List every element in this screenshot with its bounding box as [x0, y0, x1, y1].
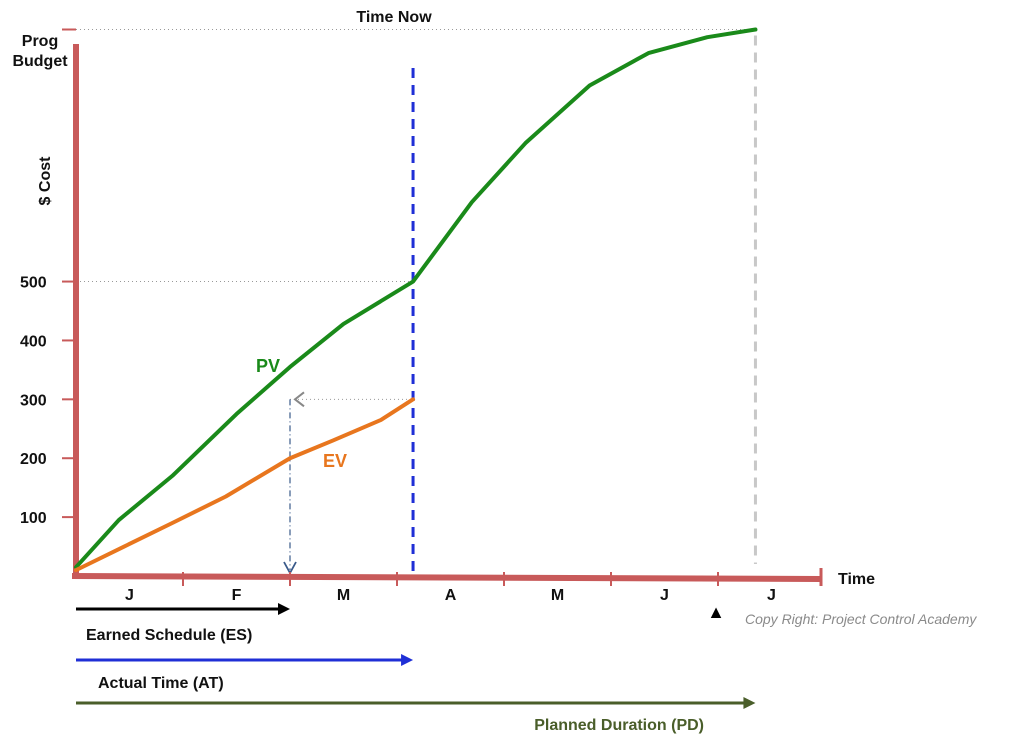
arrow-label-2: Planned Duration (PD) — [534, 717, 704, 734]
y-tick-label-300: 300 — [20, 392, 47, 409]
chart-title: Time Now — [356, 9, 432, 26]
duration-arrows — [76, 603, 756, 709]
x-axis-line — [71, 573, 822, 582]
tick-labels: 100 200 300 400 500 J F M A M J J Earned Schedule (E… — [20, 275, 776, 734]
y-tick-label-500: 500 — [20, 275, 47, 292]
month-label-5: J — [660, 587, 669, 604]
arrow-head-0 — [278, 603, 290, 615]
pv-arrowhead — [293, 391, 305, 408]
pv-line — [74, 27, 758, 570]
arrow-head-1 — [401, 654, 414, 666]
series-lines — [74, 27, 758, 573]
arrow-label-1: Actual Time (AT) — [98, 675, 224, 692]
y-axis-label: $ Cost — [37, 156, 54, 206]
month-label-4: M — [551, 587, 564, 604]
y-top-label-line1: Prog — [22, 33, 58, 50]
series-label-ev: EV — [323, 451, 347, 471]
y-tick-label-100: 100 — [20, 510, 47, 527]
guide-lines — [76, 29, 757, 576]
planned-end-marker: ▲ — [707, 602, 725, 622]
arrow-label-0: Earned Schedule (ES) — [86, 627, 252, 644]
month-label-1: F — [232, 587, 242, 604]
y-tick-label-400: 400 — [20, 333, 47, 350]
month-label-2: M — [337, 587, 350, 604]
arrow-head-2 — [743, 697, 756, 709]
month-label-0: J — [125, 587, 134, 604]
month-label-6: J — [767, 587, 776, 604]
copyright-note: Copy Right: Project Control Academy — [745, 611, 977, 627]
axes — [62, 28, 823, 586]
y-top-label-line2: Budget — [12, 53, 68, 70]
ev-line — [74, 397, 416, 573]
series-label-pv: PV — [256, 356, 280, 376]
y-tick-label-200: 200 — [20, 451, 47, 468]
es-drop-arrowhead — [283, 561, 297, 575]
x-axis-label: Time — [838, 571, 875, 588]
month-label-3: A — [445, 587, 457, 604]
